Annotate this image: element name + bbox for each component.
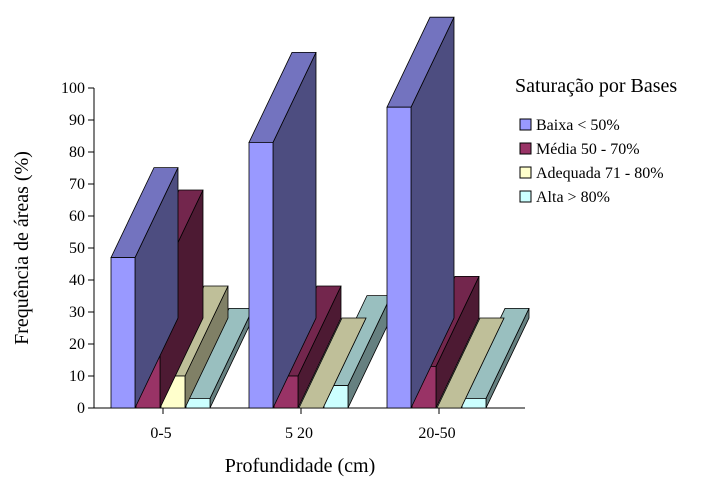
y-tick-label: 60 bbox=[69, 208, 85, 225]
bar-front bbox=[386, 106, 412, 409]
bar-top bbox=[436, 317, 505, 409]
bar-front bbox=[185, 397, 211, 409]
x-tick-label: 5 20 bbox=[285, 425, 313, 442]
y-tick-label: 70 bbox=[69, 176, 85, 193]
y-axis-title: Frequência de áreas (%) bbox=[11, 151, 33, 345]
y-tick-label: 0 bbox=[77, 400, 85, 417]
bar-top bbox=[298, 317, 367, 409]
bar bbox=[248, 52, 317, 409]
x-axis-title: Profundidade (cm) bbox=[225, 455, 376, 477]
y-tick-label: 30 bbox=[69, 304, 85, 321]
x-tick-label: 0-5 bbox=[150, 425, 171, 442]
legend-swatch bbox=[519, 166, 532, 179]
legend-label: Alta > 80% bbox=[536, 189, 610, 206]
y-tick-label: 40 bbox=[69, 272, 85, 289]
bar-front bbox=[248, 141, 274, 409]
legend-swatch bbox=[519, 190, 532, 203]
bar bbox=[110, 167, 179, 409]
legend-swatch bbox=[519, 118, 532, 131]
bar bbox=[298, 317, 367, 409]
legend-label: Adequada 71 - 80% bbox=[536, 165, 664, 182]
legend-label: Média 50 - 70% bbox=[536, 141, 640, 158]
legend-swatch bbox=[519, 142, 532, 155]
y-tick-label: 80 bbox=[69, 144, 85, 161]
bar bbox=[436, 317, 505, 409]
bar-front bbox=[110, 257, 136, 409]
y-tick-label: 20 bbox=[69, 336, 85, 353]
legend-label: Baixa < 50% bbox=[536, 117, 620, 134]
bar-front bbox=[461, 397, 487, 409]
x-tick-label: 20-50 bbox=[418, 425, 455, 442]
y-tick-label: 90 bbox=[69, 112, 85, 129]
legend-title: Saturação por Bases bbox=[515, 75, 677, 97]
bar bbox=[386, 16, 455, 409]
y-tick-label: 10 bbox=[69, 368, 85, 385]
y-tick-label: 100 bbox=[61, 80, 85, 97]
y-tick-label: 50 bbox=[69, 240, 85, 257]
